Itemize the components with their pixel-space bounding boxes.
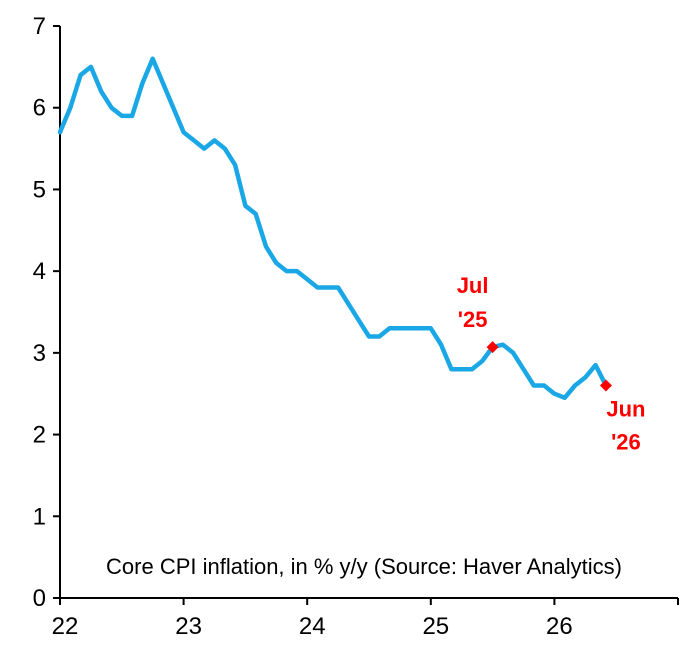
x-tick-label: 24	[299, 613, 326, 640]
y-tick-label: 1	[33, 503, 46, 530]
annotation-marker	[486, 341, 499, 354]
y-tick-label: 5	[33, 176, 46, 203]
x-tick-label: 25	[422, 613, 449, 640]
series-layer	[57, 56, 609, 401]
annotations: Jul '25 Jun '26	[457, 273, 646, 454]
x-tick-label: 22	[52, 613, 79, 640]
y-tick-label: 4	[33, 258, 46, 285]
annotation-label: Jul	[457, 273, 489, 298]
y-tick-label: 0	[33, 585, 46, 612]
x-tick-label: 23	[175, 613, 202, 640]
chart-note: Core CPI inflation, in % y/y (Source: Ha…	[106, 554, 622, 579]
annotation-label: '25	[458, 307, 488, 332]
y-tick-label: 7	[33, 13, 46, 40]
annotation-marker	[599, 379, 612, 392]
annotation-label: '26	[611, 430, 641, 455]
y-tick-label: 6	[33, 95, 46, 122]
x-tick-label: 26	[546, 613, 573, 640]
y-tick-label: 3	[33, 340, 46, 367]
annotation-label: Jun	[606, 397, 645, 422]
series-line	[57, 56, 609, 401]
y-tick-label: 2	[33, 422, 46, 449]
y-axis-ticks: 0 1 2 3 4 5 6 7	[33, 13, 60, 612]
x-axis-ticks: 22 23 24 25 26	[52, 598, 679, 640]
